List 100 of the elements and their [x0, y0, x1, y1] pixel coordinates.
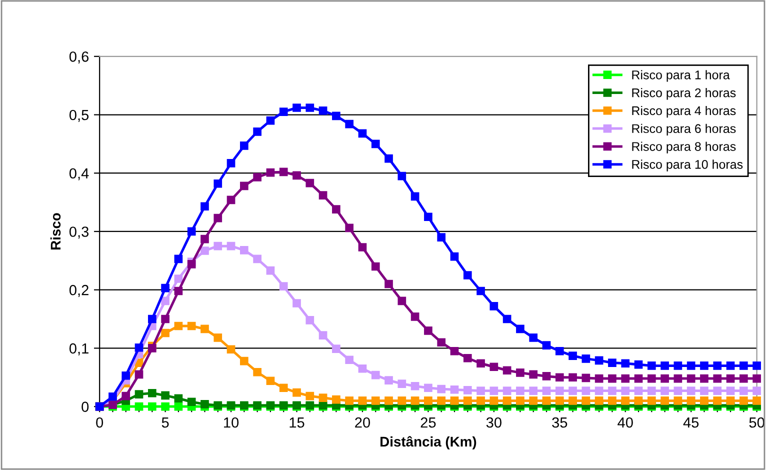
point	[437, 233, 446, 242]
y-tick-label: 0,5	[69, 110, 89, 122]
point	[318, 394, 328, 402]
point	[398, 172, 406, 180]
point	[371, 396, 380, 405]
point	[594, 386, 604, 395]
point	[634, 386, 643, 395]
point	[398, 396, 406, 405]
point	[253, 254, 262, 264]
y-tick-label: 0,4	[69, 168, 89, 180]
point	[266, 116, 275, 125]
point	[174, 254, 183, 264]
x-tick-label: 40	[618, 417, 633, 428]
point	[214, 334, 222, 342]
point	[266, 376, 275, 386]
legend-label: Risco para 4 horas	[632, 106, 736, 118]
point	[279, 282, 288, 290]
point	[542, 386, 551, 395]
point	[410, 382, 420, 390]
point	[292, 299, 301, 308]
point	[726, 386, 735, 395]
point	[686, 374, 696, 383]
point	[674, 396, 682, 405]
point	[490, 302, 498, 310]
point	[502, 314, 512, 324]
point	[187, 398, 196, 406]
point	[529, 370, 538, 379]
point	[279, 108, 288, 116]
point	[332, 112, 340, 120]
point	[398, 296, 406, 306]
point	[674, 386, 682, 395]
point	[174, 322, 183, 330]
point	[279, 384, 288, 392]
point	[398, 380, 406, 388]
point	[292, 388, 301, 397]
point	[752, 386, 761, 395]
point	[647, 386, 656, 395]
point	[502, 366, 512, 375]
point	[358, 364, 367, 373]
point	[660, 396, 669, 405]
point	[437, 384, 446, 394]
point	[384, 154, 393, 163]
point	[226, 345, 236, 354]
point	[463, 396, 472, 405]
point	[450, 385, 459, 394]
point	[634, 360, 643, 369]
x-tick-label: 35	[552, 417, 568, 428]
point	[713, 396, 722, 405]
point	[240, 356, 248, 366]
point	[568, 386, 577, 395]
y-tick-label: 0,1	[69, 343, 88, 356]
point	[529, 386, 538, 395]
legend-label: Risco para 8 horas	[632, 142, 736, 154]
x-tick-label: 50	[749, 417, 764, 428]
point	[621, 374, 630, 383]
point	[739, 374, 748, 383]
point	[161, 284, 170, 292]
point	[226, 242, 236, 250]
point	[332, 205, 340, 214]
point	[345, 224, 354, 232]
point	[752, 396, 761, 405]
point	[555, 396, 564, 405]
point	[424, 384, 432, 392]
point	[463, 271, 472, 280]
point	[266, 168, 275, 177]
point	[582, 386, 590, 395]
point	[594, 356, 604, 365]
point	[240, 142, 248, 150]
point	[240, 182, 248, 190]
point	[187, 322, 196, 330]
point	[476, 286, 485, 296]
point	[542, 341, 551, 350]
point	[358, 243, 367, 252]
point	[214, 242, 222, 250]
point	[161, 314, 170, 324]
point	[410, 396, 420, 405]
point	[555, 373, 564, 382]
y-tick-label: 0,6	[69, 52, 89, 64]
point	[332, 395, 340, 404]
point	[516, 368, 524, 377]
y-tick-label: 0	[82, 402, 89, 412]
x-tick-label: 45	[683, 418, 699, 428]
point	[555, 386, 564, 395]
point	[594, 396, 604, 405]
point	[345, 120, 354, 128]
point	[608, 374, 616, 383]
point	[647, 374, 656, 383]
point	[134, 343, 144, 352]
point	[529, 396, 538, 405]
point	[174, 286, 183, 296]
point	[700, 362, 708, 370]
point	[621, 396, 630, 405]
point	[187, 227, 196, 236]
point	[450, 346, 459, 356]
legend-label: Risco para 1 hora	[632, 70, 730, 82]
point	[713, 374, 722, 383]
x-tick-label: 10	[224, 417, 239, 428]
y-axis-title: Risco	[50, 213, 61, 250]
point	[318, 331, 328, 340]
point	[739, 362, 748, 370]
